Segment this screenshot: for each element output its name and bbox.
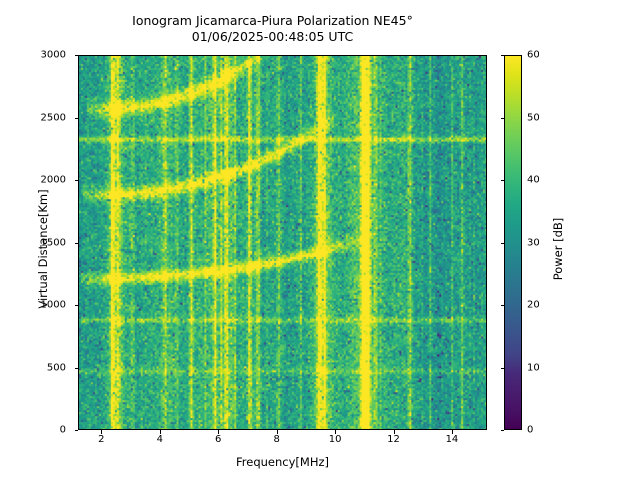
- x-tick-mark: [101, 430, 103, 434]
- colorbar-tick-mark: [500, 117, 504, 119]
- x-tick-label: 10: [328, 434, 342, 445]
- colorbar-tick-label: 60: [527, 49, 540, 61]
- y-tick-mark: [74, 180, 78, 181]
- figure-title: Ionogram Jicamarca-Piura Polarization NE…: [0, 13, 545, 44]
- colorbar-tick-label: 0: [527, 424, 534, 436]
- x-tick-mark: [393, 430, 395, 434]
- x-tick-mark: [451, 430, 453, 434]
- ionogram-plot-area: [78, 55, 487, 430]
- x-tick-label: 6: [215, 434, 222, 445]
- colorbar-tick-mark: [500, 242, 504, 244]
- colorbar-tick-mark: [500, 180, 504, 181]
- x-axis-label: Frequency[MHz]: [236, 455, 329, 469]
- colorbar-tick-label: 30: [527, 237, 540, 248]
- y-tick-mark: [74, 430, 78, 431]
- figure-title-line-1: Ionogram Jicamarca-Piura Polarization NE…: [132, 13, 413, 28]
- y-tick-label: 500: [46, 362, 66, 373]
- x-tick-label: 14: [445, 434, 459, 445]
- y-tick-mark: [74, 367, 78, 369]
- y-tick-label: 1500: [40, 237, 66, 248]
- x-tick-mark: [159, 430, 161, 434]
- x-tick-mark: [276, 430, 278, 434]
- y-tick-label: 0: [59, 424, 66, 436]
- y-tick-mark: [74, 117, 78, 119]
- y-tick-mark: [74, 305, 78, 306]
- x-tick-label: 8: [273, 434, 280, 445]
- colorbar-tick-label: 10: [527, 362, 540, 373]
- colorbar-tick-mark: [500, 367, 504, 369]
- y-tick-mark: [74, 55, 78, 56]
- y-axis-label: Virtual Distance[Km]: [36, 189, 50, 309]
- colorbar: [504, 55, 522, 430]
- ionogram-heatmap-canvas: [79, 56, 486, 429]
- y-tick-mark: [74, 242, 78, 244]
- y-tick-label: 2500: [40, 112, 66, 123]
- colorbar-tick-mark: [500, 55, 504, 56]
- colorbar-label: Power [dB]: [551, 217, 565, 281]
- figure-title-line-2: 01/06/2025-00:48:05 UTC: [191, 28, 354, 44]
- y-tick-label: 1000: [40, 299, 66, 311]
- x-tick-mark: [218, 430, 220, 434]
- colorbar-tick-label: 40: [527, 174, 540, 186]
- colorbar-tick-label: 50: [527, 112, 540, 123]
- y-tick-label: 3000: [40, 49, 66, 61]
- colorbar-tick-mark: [500, 430, 504, 431]
- x-tick-mark: [335, 430, 337, 434]
- y-tick-label: 2000: [40, 174, 66, 186]
- x-tick-label: 2: [98, 434, 105, 445]
- colorbar-tick-label: 20: [527, 299, 540, 311]
- x-tick-label: 12: [387, 434, 400, 445]
- x-tick-label: 4: [156, 434, 163, 445]
- colorbar-tick-mark: [500, 305, 504, 306]
